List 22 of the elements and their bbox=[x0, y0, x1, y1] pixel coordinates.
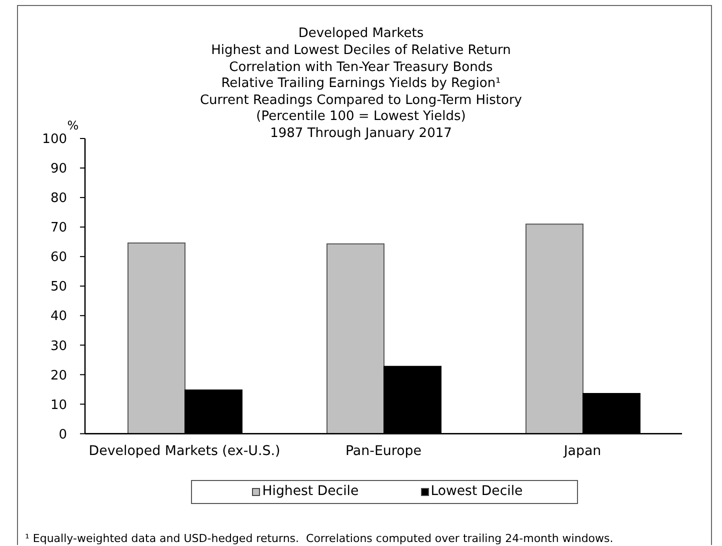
y-tick-label: 0 bbox=[58, 427, 67, 442]
y-tick-label: 20 bbox=[50, 368, 67, 384]
bar bbox=[525, 224, 584, 434]
legend-label: Lowest Decile bbox=[430, 484, 523, 500]
chart-title: Developed Markets Highest and Lowest Deciles of Relative Return Correlation with Ten-Year Treasury Bonds Relative Trailing Earnings Yields by Region¹ Current Readings Compared to Long-Term History (Percentile 100 = Lowest Yields) 1987 Through January 2017 bbox=[200, 26, 522, 143]
bar bbox=[326, 243, 384, 434]
y-tick-label: 30 bbox=[50, 338, 67, 354]
y-tick-label: 70 bbox=[50, 220, 67, 236]
y-tick-label: 80 bbox=[50, 191, 67, 206]
y-tick-label: 50 bbox=[50, 280, 67, 295]
bar bbox=[127, 242, 186, 434]
x-tick-label: Japan bbox=[562, 444, 602, 460]
y-tick-label: 100 bbox=[42, 132, 67, 148]
y-tick-label: 90 bbox=[50, 162, 67, 177]
y-tick-label: 60 bbox=[50, 250, 67, 266]
text: ¹ Equally-weighted data and USD-hedged returns. Correlations computed over trailing 24-month windows. bbox=[25, 532, 614, 545]
y-tick-label: 40 bbox=[50, 309, 67, 324]
y-axis-title: % bbox=[67, 118, 79, 132]
x-tick-label: Developed Markets (ex-U.S.) bbox=[88, 444, 280, 460]
x-tick-label: Pan-Europe bbox=[345, 444, 422, 460]
y-tick-label: 10 bbox=[50, 398, 67, 413]
legend-label: Highest Decile bbox=[262, 484, 359, 500]
